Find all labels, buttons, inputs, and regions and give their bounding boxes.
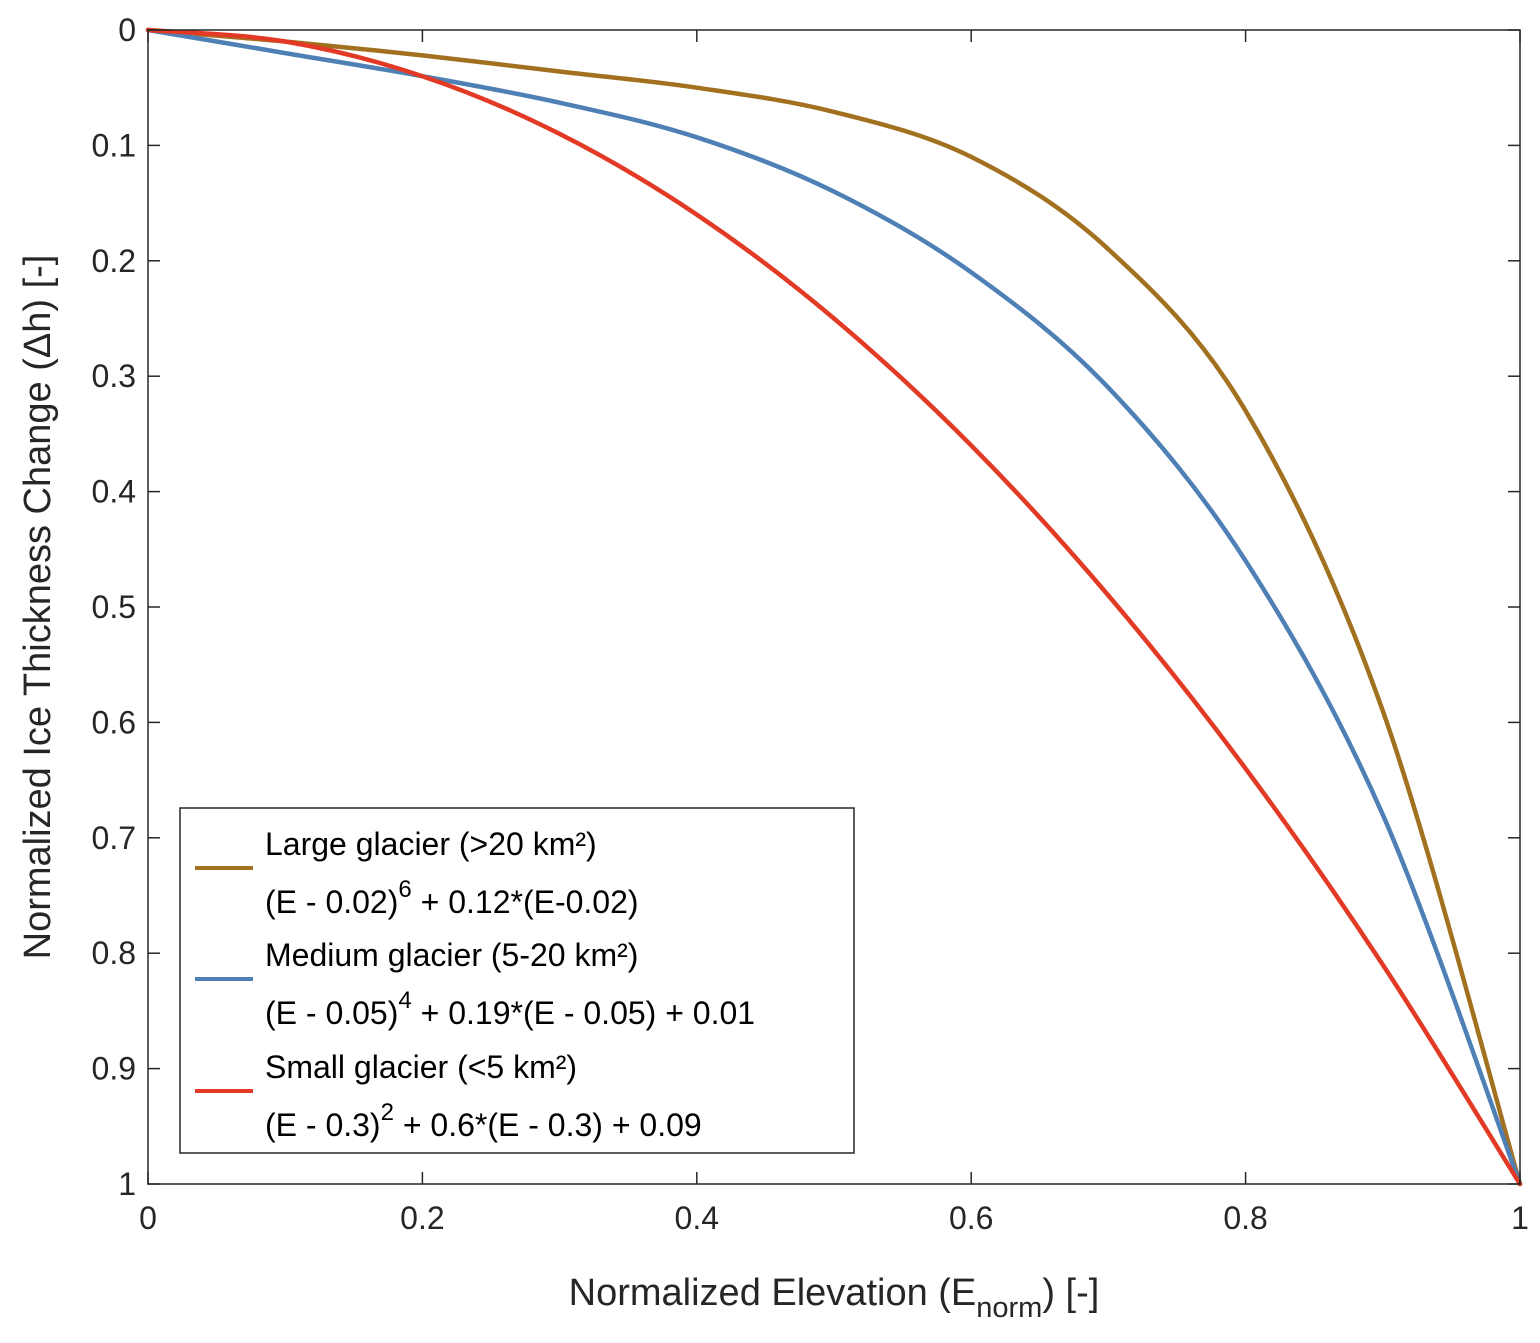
x-axis-title-tail: ) [-] xyxy=(1042,1272,1099,1314)
y-tick-label: 0.9 xyxy=(92,1051,136,1087)
legend-formula-medium-base: (E - 0.05) xyxy=(265,995,398,1031)
legend-formula-small-base: (E - 0.3) xyxy=(265,1107,381,1143)
x-tick-label: 0 xyxy=(139,1200,157,1236)
y-axis-title: Normalized Ice Thickness Change (Δh) [-] xyxy=(17,255,59,960)
legend: Large glacier (>20 km²) (E - 0.02)6 + 0.… xyxy=(179,807,855,1154)
legend-formula-small-rest: + 0.6*(E - 0.3) + 0.09 xyxy=(394,1107,702,1143)
legend-label-large: Large glacier (>20 km²) xyxy=(265,826,597,862)
legend-entry-medium: Medium glacier (5-20 km²) (E - 0.05)4 + … xyxy=(195,937,755,1031)
legend-box xyxy=(179,807,855,1154)
y-tick-label: 0.3 xyxy=(92,358,136,394)
x-tick-labels: 0 0.2 0.4 0.6 0.8 1 xyxy=(139,1200,1529,1236)
legend-formula-large-base: (E - 0.02) xyxy=(265,884,398,920)
legend-formula-large: (E - 0.02)6 + 0.12*(E-0.02) xyxy=(265,876,639,920)
legend-formula-medium: (E - 0.05)4 + 0.19*(E - 0.05) + 0.01 xyxy=(265,987,755,1031)
legend-formula-medium-rest: + 0.19*(E - 0.05) + 0.01 xyxy=(412,995,755,1031)
y-tick-label: 0.2 xyxy=(92,243,136,279)
x-tick-label: 0.2 xyxy=(400,1200,444,1236)
y-tick-label: 0.6 xyxy=(92,704,136,740)
legend-formula-medium-exp: 4 xyxy=(398,987,411,1014)
y-tick-label: 0.4 xyxy=(92,474,136,510)
x-axis-title-main: Normalized Elevation (E xyxy=(569,1272,977,1314)
y-tick-label: 0.5 xyxy=(92,589,136,625)
x-axis-title: Normalized Elevation (Enorm) [-] xyxy=(569,1272,1100,1324)
x-tick-label: 0.4 xyxy=(675,1200,719,1236)
legend-formula-large-rest: + 0.12*(E-0.02) xyxy=(412,884,639,920)
x-tick-label: 0.8 xyxy=(1223,1200,1267,1236)
legend-entry-large: Large glacier (>20 km²) (E - 0.02)6 + 0.… xyxy=(195,826,639,920)
y-tick-label: 1 xyxy=(118,1166,136,1202)
legend-label-small: Small glacier (<5 km²) xyxy=(265,1049,577,1085)
y-tick-label: 0.7 xyxy=(92,820,136,856)
series-line-large xyxy=(145,27,1523,1187)
y-tick-label: 0.8 xyxy=(92,935,136,971)
series-line-small xyxy=(145,27,1523,1187)
legend-formula-small: (E - 0.3)2 + 0.6*(E - 0.3) + 0.09 xyxy=(265,1099,702,1143)
y-tick-label: 0.1 xyxy=(92,127,136,163)
x-axis-title-subscript: norm xyxy=(976,1292,1042,1324)
y-tick-labels: 0 0.1 0.2 0.3 0.4 0.5 0.6 0.7 0.8 0.9 1 xyxy=(92,12,136,1202)
legend-label-medium: Medium glacier (5-20 km²) xyxy=(265,937,638,973)
x-tick-label: 1 xyxy=(1511,1200,1529,1236)
y-tick-label: 0 xyxy=(118,12,136,48)
x-tick-label: 0.6 xyxy=(949,1200,993,1236)
series-layer xyxy=(145,27,1523,1187)
ticks-layer xyxy=(147,29,1521,1185)
legend-formula-small-exp: 2 xyxy=(381,1099,394,1126)
legend-formula-large-exp: 6 xyxy=(398,876,411,903)
legend-entry-small: Small glacier (<5 km²) (E - 0.3)2 + 0.6*… xyxy=(195,1049,702,1143)
